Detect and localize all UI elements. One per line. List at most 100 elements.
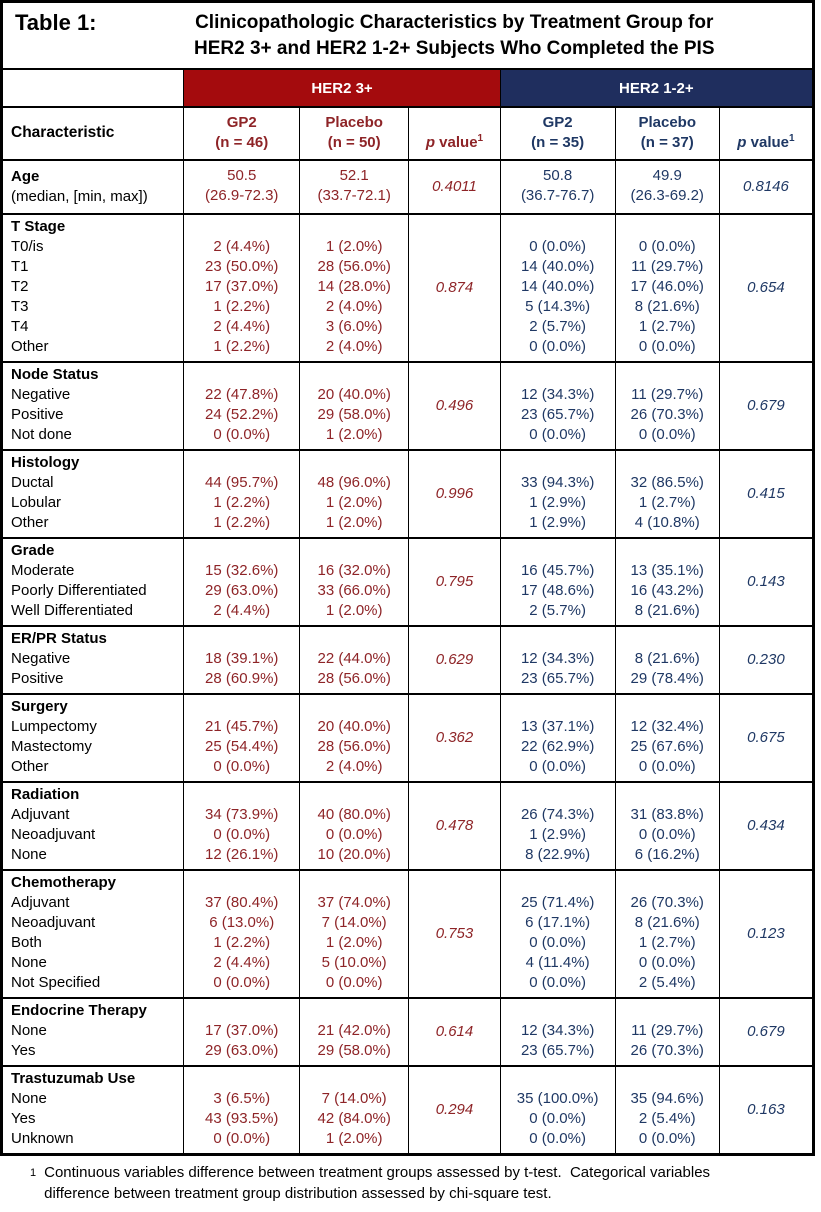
value-lines: 12 (34.3%) 23 (65.7%) <box>521 1001 594 1061</box>
value-line: 17 (46.0%) <box>630 278 704 295</box>
value-line: 28 (56.0%) <box>317 258 391 275</box>
value-line: 8 (21.6%) <box>634 914 700 931</box>
p-value-cell: 0.675 <box>718 695 812 781</box>
value-cell: 3 (6.5%) 43 (93.5%) 0 (0.0%) <box>183 1067 299 1153</box>
value-line: 26 (70.3%) <box>630 894 704 911</box>
value-line: 0 (0.0%) <box>638 338 696 355</box>
value-line: 1 (2.2%) <box>213 338 271 355</box>
spacer <box>521 453 594 473</box>
value-line: 35 (94.6%) <box>630 1090 704 1107</box>
value-lines: 0 (0.0%) 14 (40.0%) 14 (40.0%) 5 (14.3%) 2 (… <box>521 217 594 357</box>
value-cell: 2 (4.4%) 23 (50.0%) 17 (37.0%) 1 (2.2%) 2 (4… <box>183 215 299 361</box>
characteristic-cell: Chemotherapy Adjuvant Neoadjuvant Both None N… <box>3 871 183 997</box>
value-cell: 37 (80.4%) 6 (13.0%) 1 (2.2%) 2 (4.4%) 0 (0.… <box>183 871 299 997</box>
value-lines: 15 (32.6%) 29 (63.0%) 2 (4.4%) <box>205 541 278 621</box>
value-lines: 35 (100.0%) 0 (0.0%) 0 (0.0%) <box>517 1069 599 1149</box>
spacer <box>521 217 594 237</box>
table-title-line2: HER2 3+ and HER2 1-2+ Subjects Who Compl… <box>194 38 715 59</box>
characteristic-item: Neoadjuvant <box>11 914 96 931</box>
spacer <box>631 453 704 473</box>
characteristic-item: Mastectomy <box>11 738 92 755</box>
value-lines: 31 (83.8%) 0 (0.0%) 6 (16.2%) <box>631 785 704 865</box>
characteristic-label: Radiation <box>11 786 80 803</box>
value-line: 5 (14.3%) <box>525 298 591 315</box>
characteristic-cell: Node Status Negative Positive Not done <box>3 363 183 449</box>
value-cell: 15 (32.6%) 29 (63.0%) 2 (4.4%) <box>183 539 299 625</box>
spacer <box>521 365 594 385</box>
spacer <box>521 629 594 649</box>
spacer <box>517 1069 599 1089</box>
characteristic-label: Age <box>11 168 40 185</box>
value-line: 2 (5.4%) <box>638 1110 696 1127</box>
spacer <box>205 697 278 717</box>
value-line: 8 (21.6%) <box>634 298 700 315</box>
spacer <box>631 1001 704 1021</box>
spacer <box>631 697 704 717</box>
her2-3plus-group-header: HER2 3+ <box>183 70 500 106</box>
characteristic-item: Not Specified <box>11 974 101 991</box>
value-line: 0 (0.0%) <box>638 1130 696 1147</box>
value-cell: 33 (94.3%) 1 (2.9%) 1 (2.9%) <box>499 451 615 537</box>
characteristic-item: Both <box>11 934 42 951</box>
value-line: 0 (0.0%) <box>638 758 696 775</box>
characteristic-label: Node Status <box>11 366 99 383</box>
value-line: 1 (2.2%) <box>213 934 271 951</box>
value-line: 1 (2.9%) <box>529 514 586 531</box>
value-lines: 50.8 (36.7-76.7) <box>521 166 594 206</box>
spacer <box>631 217 704 237</box>
value-line: 29 (58.0%) <box>317 1042 391 1059</box>
spacer <box>631 541 704 561</box>
value-cell: 35 (100.0%) 0 (0.0%) 0 (0.0%) <box>499 1067 615 1153</box>
characteristic-item: None <box>11 954 47 971</box>
value-line: 3 (6.5%) <box>213 1090 271 1107</box>
value-line: 33 (94.3%) <box>520 474 595 491</box>
characteristic-label: ER/PR Status <box>11 630 107 647</box>
value-line: 1 (2.9%) <box>529 826 586 843</box>
value-line: 23 (65.7%) <box>520 1042 595 1059</box>
value-lines: 12 (32.4%) 25 (67.6%) 0 (0.0%) <box>631 697 704 777</box>
value-cell: 21 (42.0%) 29 (58.0%) <box>299 999 408 1065</box>
column-header-row: Characteristic GP2 (n = 46) Placebo (n =… <box>3 108 812 161</box>
p-value-cell: 0.163 <box>718 1067 812 1153</box>
value-lines: 20 (40.0%) 29 (58.0%) 1 (2.0%) <box>317 365 390 445</box>
value-line: 0 (0.0%) <box>638 426 696 443</box>
spacer <box>521 785 594 805</box>
value-lines: 16 (32.0%) 33 (66.0%) 1 (2.0%) <box>317 541 390 621</box>
column-header-g1-gp2: GP2 (n = 46) <box>183 108 299 159</box>
p-value-cell: 0.123 <box>718 871 812 997</box>
value-line: 40 (80.0%) <box>317 806 391 823</box>
value-lines: 26 (74.3%) 1 (2.9%) 8 (22.9%) <box>521 785 594 865</box>
value-line: 16 (45.7%) <box>520 562 595 579</box>
value-line: 1 (2.2%) <box>213 494 271 511</box>
value-line: 17 (37.0%) <box>205 1022 279 1039</box>
spacer <box>205 1001 278 1021</box>
characteristic-item: Lobular <box>11 494 62 511</box>
value-line: 1 (2.2%) <box>213 514 271 531</box>
spacer <box>317 629 390 649</box>
section-row: Radiation Adjuvant Neoadjuvant None 34 (73.9… <box>3 781 812 869</box>
p-value-cell: 0.679 <box>718 999 812 1065</box>
value-cell: 1 (2.0%) 28 (56.0%) 14 (28.0%) 2 (4.0%) 3 (6… <box>299 215 408 361</box>
value-line: 5 (10.0%) <box>321 954 387 971</box>
value-line: 0 (0.0%) <box>529 426 586 443</box>
characteristic-label: Chemotherapy <box>11 874 117 891</box>
value-cell: 11 (29.7%) 26 (70.3%) 0 (0.0%) <box>614 363 719 449</box>
characteristic-item: Other <box>11 514 49 531</box>
column-header-g1-pvalue: p value1 <box>408 108 499 159</box>
spacer <box>317 365 390 385</box>
p-value-cell: 0.874 <box>408 215 499 361</box>
value-line: 32 (86.5%) <box>630 474 704 491</box>
value-cell: 13 (35.1%) 16 (43.2%) 8 (21.6%) <box>614 539 719 625</box>
value-cell: 37 (74.0%) 7 (14.0%) 1 (2.0%) 5 (10.0%) 0 (0… <box>299 871 408 997</box>
value-line: 0 (0.0%) <box>529 974 586 991</box>
value-cell: 26 (70.3%) 8 (21.6%) 1 (2.7%) 0 (0.0%) 2 (5.… <box>614 871 719 997</box>
section-row: ER/PR Status Negative Positive 18 (39.1%) 28… <box>3 625 812 693</box>
value-line: 20 (40.0%) <box>317 386 391 403</box>
value-lines: 21 (42.0%) 29 (58.0%) <box>317 1001 390 1061</box>
value-lines: 3 (6.5%) 43 (93.5%) 0 (0.0%) <box>205 1069 278 1149</box>
characteristic-item: None <box>11 1090 47 1107</box>
value-line: 48 (96.0%) <box>317 474 391 491</box>
table-title-row: Table 1: Clinicopathologic Characteristi… <box>3 3 812 70</box>
value-line: 0 (0.0%) <box>529 238 586 255</box>
value-line: 8 (21.6%) <box>634 602 700 619</box>
